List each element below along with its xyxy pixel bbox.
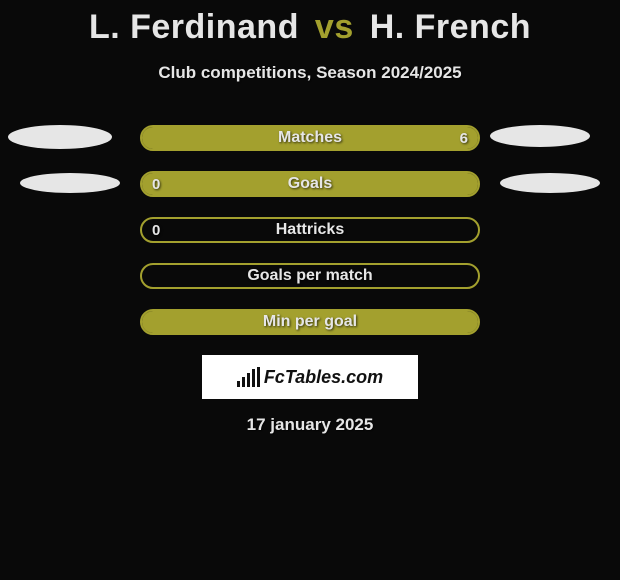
stat-right-value: 6	[460, 125, 468, 151]
stat-label: Goals per match	[140, 263, 480, 289]
stat-label: Goals	[140, 171, 480, 197]
stat-label: Hattricks	[140, 217, 480, 243]
side-ellipse-icon	[490, 125, 590, 147]
stat-row: Hattricks0	[0, 217, 620, 243]
stat-left-value: 0	[152, 171, 160, 197]
comparison-title: L. Ferdinand vs H. French	[0, 0, 620, 47]
stat-label: Matches	[140, 125, 480, 151]
stat-row: Min per goal	[0, 309, 620, 335]
logo-bars-icon	[237, 367, 260, 387]
branding-logo: FcTables.com	[202, 355, 418, 399]
footer-date: 17 january 2025	[0, 415, 620, 435]
stat-left-value: 0	[152, 217, 160, 243]
comparison-chart: Matches6Goals0Hattricks0Goals per matchM…	[0, 125, 620, 335]
subtitle: Club competitions, Season 2024/2025	[0, 63, 620, 83]
vs-text: vs	[315, 8, 354, 46]
player1-name: L. Ferdinand	[89, 8, 299, 46]
player2-name: H. French	[370, 8, 531, 46]
stat-label: Min per goal	[140, 309, 480, 335]
side-ellipse-icon	[8, 125, 112, 149]
side-ellipse-icon	[20, 173, 120, 193]
branding-text: FcTables.com	[264, 367, 383, 388]
side-ellipse-icon	[500, 173, 600, 193]
stat-row: Goals per match	[0, 263, 620, 289]
